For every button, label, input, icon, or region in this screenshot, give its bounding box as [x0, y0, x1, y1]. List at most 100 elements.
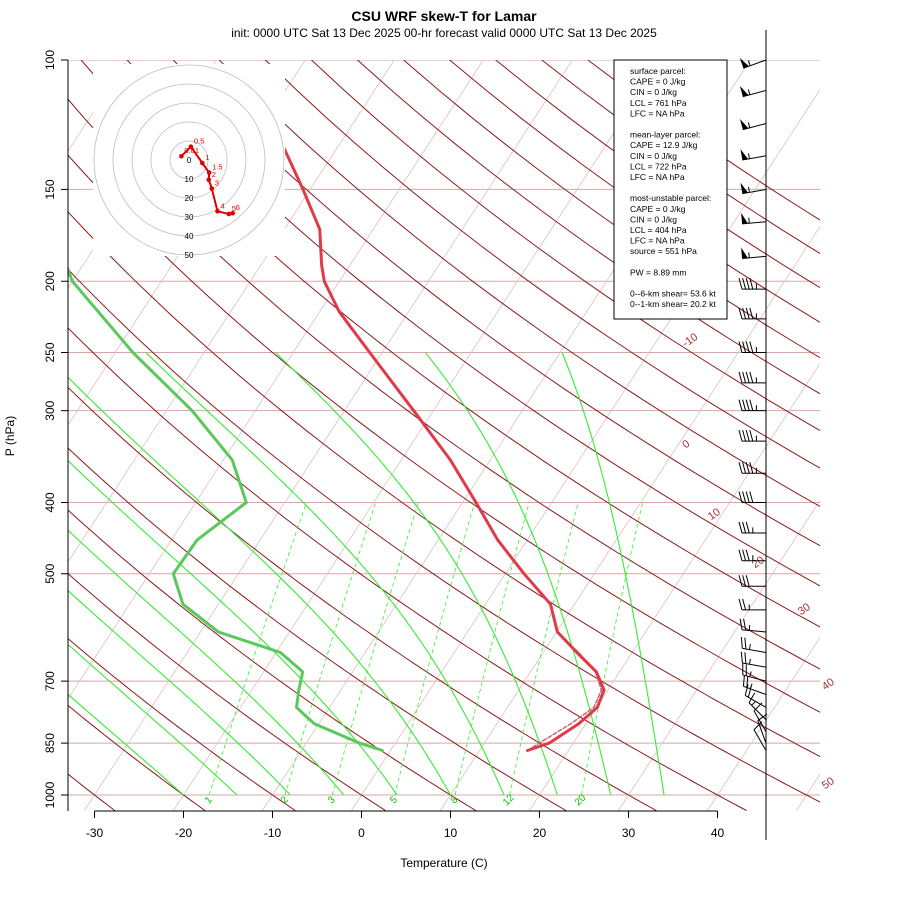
wind-barb [739, 119, 767, 131]
info-box-line: LFC = NA hPa [630, 108, 685, 118]
wind-barb [738, 341, 766, 353]
info-box-line: CIN = 0 J/kg [630, 87, 677, 97]
x-tick-label: 20 [533, 826, 547, 840]
mixing-ratio-line [208, 502, 307, 796]
dry-adiabat-line [356, 60, 820, 395]
dry-adiabat-line [218, 60, 820, 508]
wind-barb [738, 521, 766, 534]
dewpoint-profile-line [68, 265, 384, 752]
y-tick-label: 700 [43, 671, 57, 691]
info-box-line: LCL = 722 hPa [630, 161, 687, 171]
x-tick-label: 40 [711, 826, 725, 840]
dry-adiabat-line [68, 637, 296, 811]
isotherm-line [173, 60, 662, 811]
hodograph-ring-label: 30 [185, 213, 194, 222]
wind-barb [740, 636, 767, 654]
info-box-line: PW = 8.89 mm [630, 267, 686, 277]
hodograph-ring [150, 121, 228, 199]
hodograph-point [206, 170, 212, 175]
wind-barb [738, 307, 766, 320]
hodograph-point [215, 209, 220, 214]
dry-adiabat-line [68, 509, 477, 811]
mixing-ratio-label: 3 [326, 794, 338, 806]
isotherm-label: 0 [680, 438, 692, 451]
isotherm-label: 30 [796, 601, 813, 618]
isotherm-line [68, 60, 484, 700]
info-box-line: source = 551 hPa [630, 246, 697, 256]
dry-adiabat-line [126, 60, 820, 587]
mixing-ratio-label: 2 [279, 794, 291, 806]
wind-barb [739, 86, 767, 98]
hodograph-point [188, 144, 194, 149]
y-tick-label: 500 [43, 563, 57, 583]
wind-barb [738, 491, 766, 504]
info-box-line: LFC = NA hPa [630, 236, 685, 246]
x-tick-label: -30 [86, 826, 104, 840]
x-axis-label: Temperature (C) [400, 856, 487, 870]
dry-adiabat-line [172, 60, 820, 547]
hodograph-ring-label: 40 [185, 232, 194, 241]
info-box-line: LCL = 761 hPa [630, 98, 687, 108]
background-grid [68, 60, 820, 811]
x-axis-ticks: -30 -20 -10 0 10 20 30 40 [86, 810, 725, 840]
dry-adiabat-line [68, 704, 206, 811]
isotherm-line [529, 362, 820, 811]
mixing-ratio-line [581, 502, 644, 796]
x-tick-label: -20 [175, 826, 193, 840]
wind-barb [738, 278, 766, 290]
isotherm-line [351, 88, 820, 811]
hodograph-point-label: 0.01 [184, 146, 199, 155]
wind-barb [738, 598, 766, 611]
mixing-ratio-line [509, 502, 579, 796]
info-box-line: 0--1-km shear= 20.2 kt [630, 299, 716, 309]
moist-adiabat-line [68, 376, 451, 796]
info-box-line: CAPE = 0 J/kg [630, 204, 686, 214]
wind-barb [740, 182, 767, 195]
isotherm-line [68, 60, 395, 563]
wind-barb [742, 663, 767, 682]
hodograph-ring-label: 50 [185, 251, 194, 260]
wind-barb [740, 651, 767, 668]
mixing-ratio-line [284, 502, 376, 796]
moist-adiabat-line [68, 529, 345, 796]
chart-title: CSU WRF skew-T for Lamar [351, 8, 537, 24]
dry-adiabat-line [310, 60, 820, 432]
moist-adiabat-line [68, 589, 291, 796]
info-box-frame [613, 59, 728, 320]
info-box-line: LCL = 404 hPa [630, 225, 687, 235]
dry-adiabat-line [68, 386, 657, 811]
hodograph-point-label: 2 [212, 170, 216, 179]
x-tick-label: 30 [622, 826, 636, 840]
isotherm-line [84, 60, 573, 811]
wind-barb [738, 462, 766, 474]
wind-barb [738, 549, 766, 562]
moist-adiabat-line [68, 693, 184, 796]
hodograph-point-label: 6 [236, 203, 240, 212]
temperature-profile-line [268, 77, 606, 752]
wind-barb [753, 702, 767, 732]
wind-barb [744, 684, 767, 708]
hodograph-ring-label: 10 [185, 175, 194, 184]
moist-adiabat-line [145, 352, 505, 796]
hodograph-point-label: 0.5 [194, 137, 204, 146]
y-axis-ticks: 100 150 200 250 300 400 500 700 850 1000 [43, 50, 68, 808]
wind-barb [740, 149, 767, 161]
hodograph-point [206, 177, 212, 183]
mixing-ratio-line [394, 502, 476, 796]
info-box-line: CIN = 0 J/kg [630, 151, 677, 161]
dry-adiabat-line [402, 60, 820, 359]
hodograph-point-label: 4 [221, 201, 225, 210]
x-tick-label: 10 [444, 826, 458, 840]
isotherm-label: 40 [820, 676, 837, 693]
hodograph-point-label: 3 [215, 179, 219, 188]
y-axis-label: P (hPa) [3, 416, 17, 456]
mixing-ratio-line [454, 502, 530, 796]
hodograph-point-label: 1.5 [212, 163, 222, 172]
info-box-line: 0--6-km shear= 53.6 kt [630, 289, 716, 299]
info-box-line: most-unstable parcel: [630, 193, 711, 203]
wind-barb [738, 429, 766, 442]
dry-adiabat-line [68, 154, 820, 713]
y-tick-label: 100 [43, 50, 57, 70]
